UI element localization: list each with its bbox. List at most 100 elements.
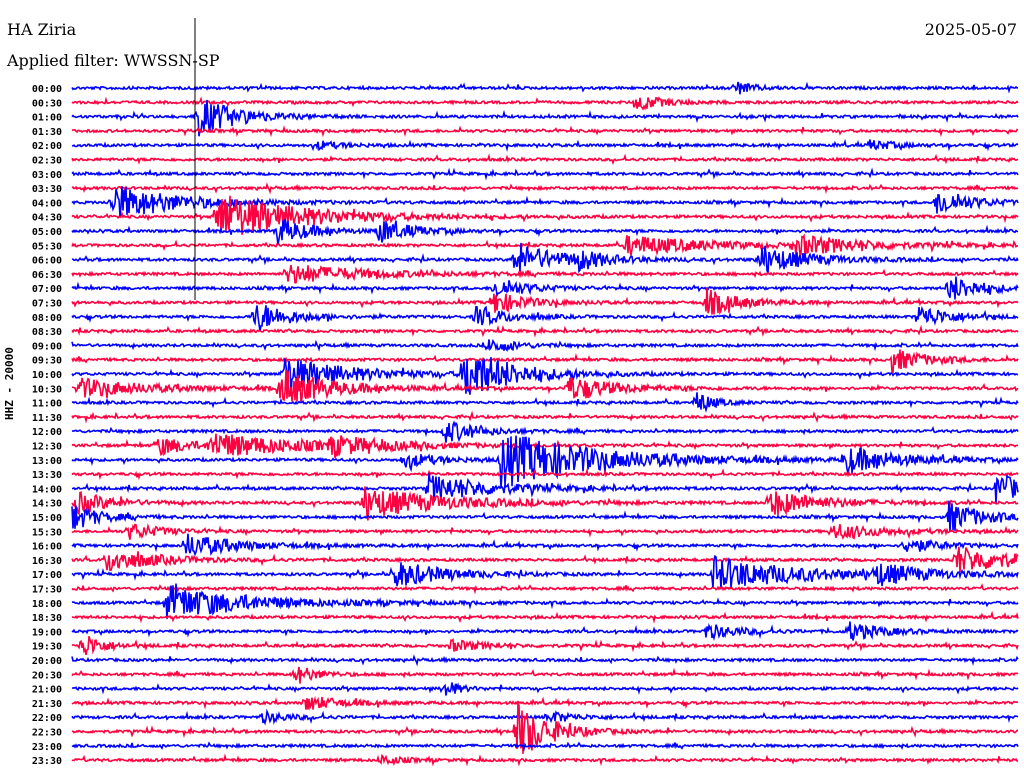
filter-label: Applied filter: WWSSN-SP [7, 51, 220, 70]
time-tick-label: 21:30 [32, 699, 62, 710]
trace-2100 [71, 682, 1019, 696]
time-tick-label: 05:30 [32, 241, 62, 252]
time-tick-label: 22:30 [32, 728, 62, 739]
time-tick-label: 10:30 [32, 384, 62, 395]
trace-2330 [71, 753, 1019, 767]
trace-1030 [71, 369, 1019, 403]
time-tick-label: 10:00 [32, 370, 62, 381]
trace-1000 [71, 357, 1019, 395]
trace-2230 [72, 700, 1018, 754]
trace-1700 [71, 554, 1019, 590]
time-tick-label: 00:30 [32, 98, 62, 109]
time-tick-label: 13:30 [32, 470, 62, 481]
trace-0630 [71, 264, 1019, 284]
time-tick-label: 16:00 [32, 542, 62, 553]
trace-0600 [71, 242, 1019, 275]
trace-0300 [71, 167, 1019, 181]
time-tick-label: 11:30 [32, 413, 62, 424]
trace-1230 [71, 433, 1019, 459]
time-tick-label: 15:00 [32, 513, 62, 524]
time-tick-label: 04:30 [32, 213, 62, 224]
trace-0830 [71, 324, 1019, 338]
trace-0230 [71, 153, 1019, 166]
trace-0100 [71, 99, 1019, 137]
time-tick-label: 17:30 [32, 585, 62, 596]
trace-2300 [71, 741, 1019, 752]
trace-1300 [71, 435, 1019, 489]
trace-0530 [71, 233, 1019, 257]
trace-1500 [71, 500, 1019, 533]
trace-1830 [71, 610, 1019, 624]
time-tick-label: 03:00 [32, 170, 62, 181]
time-tick-label: 21:00 [32, 685, 62, 696]
time-tick-label: 12:30 [32, 442, 62, 453]
trace-0000 [71, 81, 1019, 95]
trace-1400 [71, 473, 1019, 504]
trace-0730 [71, 287, 1019, 316]
time-tick-label: 02:00 [32, 141, 62, 152]
trace-0930 [71, 349, 1019, 374]
trace-0430 [71, 195, 1019, 235]
trace-1900 [71, 621, 1019, 642]
trace-0800 [71, 305, 1019, 332]
time-tick-label: 00:00 [32, 84, 62, 95]
trace-1600 [71, 533, 1019, 557]
time-tick-label: 16:30 [32, 556, 62, 567]
trace-1330 [71, 467, 1019, 481]
trace-2030 [71, 666, 1019, 684]
time-tick-label: 11:00 [32, 399, 62, 410]
trace-1930 [71, 635, 1019, 655]
station-title: HA Ziria [7, 20, 77, 39]
time-tick-label: 04:00 [32, 198, 62, 209]
time-tick-label: 23:30 [32, 756, 62, 767]
trace-1200 [71, 420, 1019, 443]
time-tick-label: 07:00 [32, 284, 62, 295]
trace-0130 [71, 125, 1019, 138]
time-tick-label: 06:00 [32, 256, 62, 267]
date-label: 2025-05-07 [924, 20, 1017, 39]
time-tick-label: 18:00 [32, 599, 62, 610]
time-tick-label: 05:00 [32, 227, 62, 238]
time-tick-label: 12:00 [32, 427, 62, 438]
trace-2000 [71, 654, 1019, 667]
trace-1130 [71, 410, 1019, 424]
trace-0030 [71, 96, 1019, 111]
trace-2130 [71, 695, 1019, 711]
time-tick-label: 22:00 [32, 713, 62, 724]
time-tick-label: 17:00 [32, 570, 62, 581]
trace-0700 [71, 276, 1019, 300]
trace-1100 [71, 392, 1019, 413]
time-tick-label: 14:00 [32, 484, 62, 495]
time-tick-label: 18:30 [32, 613, 62, 624]
time-tick-label: 20:30 [32, 670, 62, 681]
time-tick-label: 19:00 [32, 627, 62, 638]
time-tick-label: 03:30 [32, 184, 62, 195]
trace-1730 [71, 583, 1019, 595]
trace-1430 [71, 486, 1019, 521]
time-tick-label: 01:30 [32, 127, 62, 138]
time-tick-label: 06:30 [32, 270, 62, 281]
trace-1800 [71, 583, 1019, 620]
time-tick-label: 14:30 [32, 499, 62, 510]
time-tick-label: 13:00 [32, 456, 62, 467]
time-tick-label: 23:00 [32, 742, 62, 753]
trace-1630 [71, 546, 1019, 573]
time-tick-label: 09:30 [32, 356, 62, 367]
trace-0500 [71, 218, 1019, 245]
time-tick-label: 15:30 [32, 527, 62, 538]
time-tick-label: 08:30 [32, 327, 62, 338]
time-tick-label: 08:00 [32, 313, 62, 324]
trace-0200 [71, 138, 1019, 152]
time-tick-label: 01:00 [32, 113, 62, 124]
time-tick-label: 20:00 [32, 656, 62, 667]
trace-0330 [71, 182, 1019, 195]
time-tick-label: 09:00 [32, 341, 62, 352]
trace-1530 [71, 522, 1019, 540]
time-tick-label: 07:30 [32, 299, 62, 310]
time-tick-label: 19:30 [32, 642, 62, 653]
trace-2200 [71, 708, 1019, 726]
trace-0900 [71, 338, 1019, 352]
time-tick-label: 02:30 [32, 156, 62, 167]
